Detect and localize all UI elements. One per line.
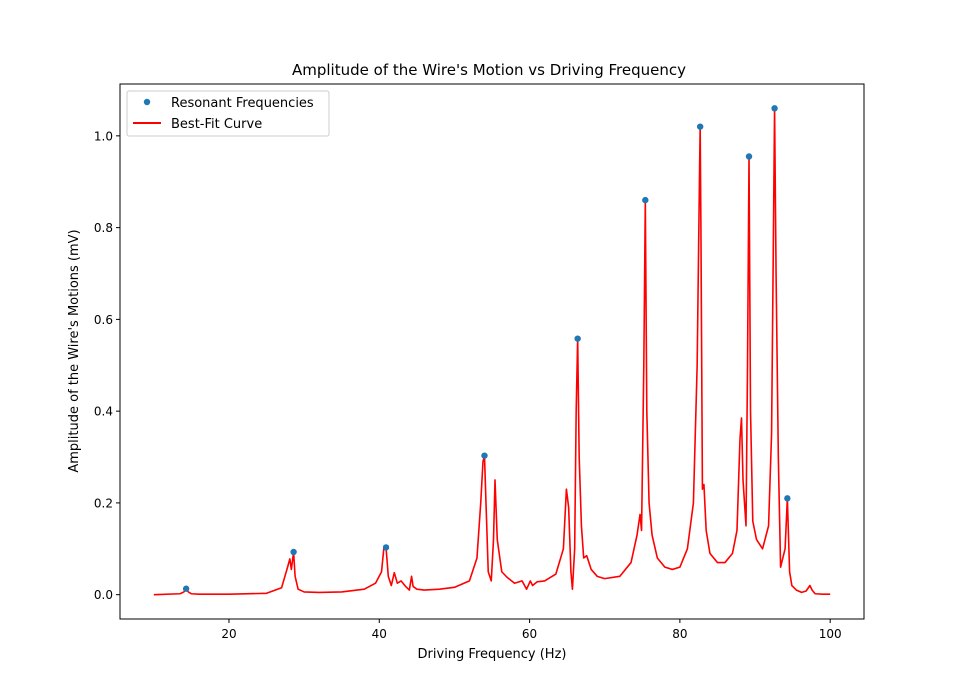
y-tick-label: 0.8 [94, 221, 113, 235]
resonant-frequency-point [745, 153, 753, 160]
chart-title: Amplitude of the Wire's Motion vs Drivin… [292, 61, 686, 79]
plot-layer [153, 105, 831, 596]
resonant-frequency-point [382, 544, 390, 551]
resonant-frequency-point [574, 335, 581, 342]
resonant-frequency-point [290, 548, 297, 556]
tick-layer: 20 40 60 80 100 0.0 0.2 0.4 0.6 0.8 1.0 [94, 129, 842, 641]
resonant-frequency-point [642, 196, 649, 204]
y-tick-label: 0.0 [94, 588, 113, 602]
y-tick-label: 0.6 [94, 313, 113, 327]
x-axis-label: Driving Frequency (Hz) [418, 647, 567, 662]
y-tick-label: 0.2 [94, 496, 113, 510]
legend-box [126, 90, 330, 137]
x-tick-label: 40 [372, 627, 387, 641]
y-axis-label: Amplitude of the Wire's Motions (mV) [67, 229, 82, 472]
x-tick-label: 100 [819, 627, 842, 641]
x-tick-label: 80 [672, 627, 687, 641]
legend-label-resonant-frequencies: Resonant Frequencies [171, 96, 314, 111]
resonant-frequency-point [784, 495, 791, 502]
resonant-frequency-point [182, 585, 190, 592]
x-tick-label: 20 [221, 627, 236, 641]
y-tick-label: 0.4 [94, 405, 113, 419]
resonant-frequency-point [481, 452, 488, 459]
resonant-frequency-point [696, 123, 704, 130]
legend: Resonant Frequencies Best-Fit Curve [126, 90, 330, 137]
legend-label-best-fit-curve: Best-Fit Curve [171, 117, 262, 132]
legend-marker-resonant-frequencies [143, 98, 151, 106]
y-tick-label: 1.0 [94, 129, 113, 143]
resonant-frequency-point [771, 105, 778, 112]
x-tick-label: 60 [522, 627, 537, 641]
axes-frame [119, 83, 865, 620]
